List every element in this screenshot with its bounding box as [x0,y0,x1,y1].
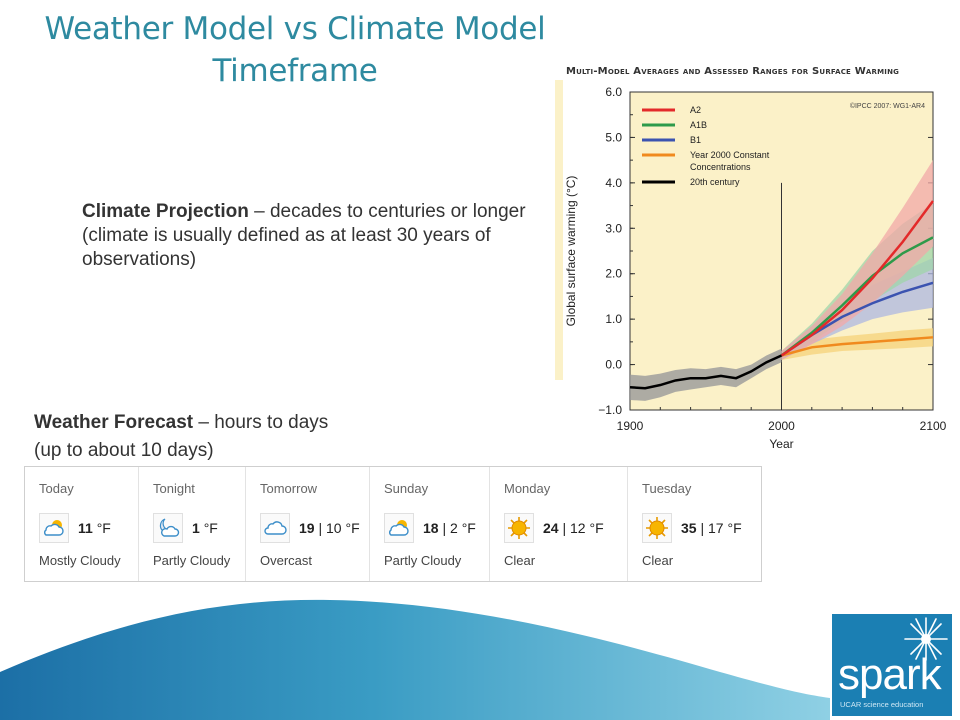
high-temp: 19 [299,520,315,536]
day-name: Tuesday [642,481,692,496]
forecast-day[interactable]: Monday 24 | 12 °F Clear [490,467,628,581]
line-a1b [780,236,934,357]
condition-label: Partly Cloudy [384,553,462,568]
line-a2 [780,200,935,357]
forecast-day[interactable]: Today 11 °F Mostly Cloudy [25,467,139,581]
legend-label: 20th century [690,177,740,187]
climate-projection-text: Climate Projection – decades to centurie… [82,200,562,272]
condition-label: Clear [642,553,674,568]
temp-unit: °F [345,520,360,536]
y-tick-label: −1.0 [598,403,622,417]
low-temp: 10 [326,520,342,536]
day-name: Tonight [153,481,195,496]
band-20th-century [630,348,782,401]
climate-label: Climate Projection [82,201,249,222]
band-a2 [781,160,933,361]
legend-label: A1B [690,120,707,130]
low-temp: 12 [570,520,586,536]
weather-label: Weather Forecast [34,412,194,433]
temp-unit: °F [461,520,476,536]
line-year-2000-constant-concentrations [781,336,934,357]
condition-label: Overcast [260,553,313,568]
left-strip [555,80,563,380]
temperature: 1 °F [192,520,218,536]
y-tick-label: 6.0 [605,85,622,99]
weather-forecast-strip: Today 11 °F Mostly Cloudy Tonight 1 °F Partly… [24,466,762,582]
logo-wordmark: spark [838,650,942,699]
partly-sunny-cloud-icon [384,513,414,543]
sun-icon [504,513,534,543]
x-tick-label: 1900 [617,419,644,433]
temp-unit: °F [96,520,111,536]
title-line-2: Timeframe [212,53,378,89]
low-temp: 17 [708,520,724,536]
temperature: 11 °F [78,520,111,536]
warming-chart: −1.0 0.0 1.0 2.0 3.0 4.0 5.0 6.0 1900 2000 2100 Yea… [555,80,947,451]
logo-tagline: UCAR science education [840,700,924,709]
day-name: Tomorrow [260,481,318,496]
forecast-day[interactable]: Tonight 1 °F Partly Cloudy [139,467,246,581]
legend-label: A2 [690,105,701,115]
starburst-icon [904,617,948,661]
temperature: 18 | 2 °F [423,520,476,536]
decorative-wave [0,599,830,720]
y-axis-label: Global surface warming (°C) [564,176,578,327]
x-axis-label: Year [769,437,793,451]
slide-title: Weather Model vs Climate Model Timeframe [0,8,590,92]
forecast-day[interactable]: Tuesday 35 | 17 °F Clear [628,467,761,581]
y-tick-label: 4.0 [605,176,622,190]
y-tick-label: 0.0 [605,358,622,372]
sun-icon [642,513,672,543]
high-temp: 11 [78,520,93,536]
high-temp: 18 [423,520,439,536]
line-20th-century [629,354,783,390]
temp-unit: °F [589,520,604,536]
y-tick-label: 5.0 [605,130,622,144]
chart-title: Multi-Model Averages and Assessed Ranges… [566,66,900,77]
legend-label: B1 [690,135,701,145]
condition-label: Mostly Cloudy [39,553,121,568]
temp-unit: °F [203,520,218,536]
spark-logo: spark UCAR science education [832,614,952,716]
partly-cloudy-night-icon [153,513,183,543]
high-temp: 1 [192,520,200,536]
x-tick-label: 2100 [920,419,947,433]
condition-label: Partly Cloudy [153,553,231,568]
title-line-1: Weather Model vs Climate Model [44,11,546,47]
climate-note: (climate is usually defined as at least … [82,225,491,270]
y-tick-label: 1.0 [605,312,622,326]
legend-label-line2: Concentrations [690,162,751,172]
climate-description: – decades to centuries or longer [248,201,526,222]
low-temp: 2 [450,520,458,536]
legend-label: Year 2000 Constant [690,150,770,160]
partly-sunny-cloud-icon [39,513,69,543]
forecast-day[interactable]: Tomorrow 19 | 10 °F Overcast [246,467,370,581]
day-name: Monday [504,481,551,496]
temperature: 19 | 10 °F [299,520,360,536]
temperature: 24 | 12 °F [543,520,604,536]
y-tick-label: 3.0 [605,221,622,235]
weather-note: (up to about 10 days) [34,440,214,461]
day-name: Today [39,481,74,496]
condition-label: Clear [504,553,536,568]
forecast-day[interactable]: Sunday 18 | 2 °F Partly Cloudy [370,467,490,581]
high-temp: 35 [681,520,697,536]
weather-description: – hours to days [193,412,329,433]
high-temp: 24 [543,520,559,536]
cloud-icon [260,513,290,543]
day-name: Sunday [384,481,429,496]
chart-credit: ©IPCC 2007: WG1-AR4 [850,102,925,110]
temperature: 35 | 17 °F [681,520,742,536]
y-tick-label: 2.0 [605,267,622,281]
temp-unit: °F [727,520,742,536]
x-tick-label: 2000 [768,419,795,433]
weather-forecast-text: Weather Forecast – hours to days (up to … [34,409,454,465]
